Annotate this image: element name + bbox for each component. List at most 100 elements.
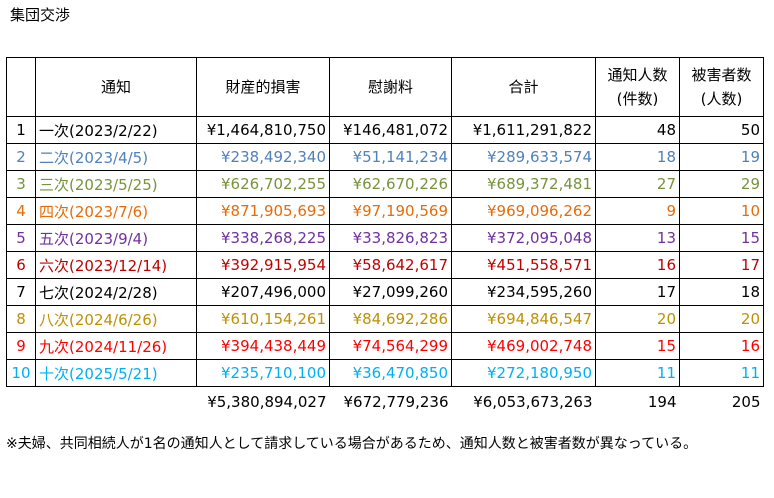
table-row: 2 二次(2023/4/5) ¥238,492,340 ¥51,141,234 … bbox=[6, 143, 764, 171]
row-victims: 29 bbox=[679, 170, 764, 198]
row-notifiers: 20 bbox=[595, 305, 680, 333]
row-notifiers: 17 bbox=[595, 278, 680, 306]
header-victims-line2: (人数) bbox=[700, 90, 743, 108]
row-property: ¥871,905,693 bbox=[196, 197, 330, 225]
row-victims: 10 bbox=[679, 197, 764, 225]
row-victims: 50 bbox=[679, 116, 764, 144]
row-total: ¥689,372,481 bbox=[451, 170, 596, 198]
header-property-damage: 財産的損害 bbox=[196, 57, 330, 117]
row-notifiers: 48 bbox=[595, 116, 680, 144]
row-total: ¥289,633,574 bbox=[451, 143, 596, 171]
row-total: ¥1,611,291,822 bbox=[451, 116, 596, 144]
row-property: ¥394,438,449 bbox=[196, 332, 330, 360]
settlement-table: 通知 財産的損害 慰謝料 合計 通知人数 (件数) 被害者数 (人数) 1 一次… bbox=[6, 57, 764, 416]
row-index: 1 bbox=[6, 116, 36, 144]
table-row: 8 八次(2024/6/26) ¥610,154,261 ¥84,692,286… bbox=[6, 305, 764, 333]
row-notifiers: 13 bbox=[595, 224, 680, 252]
row-victims: 20 bbox=[679, 305, 764, 333]
row-notice: 九次(2024/11/26) bbox=[35, 332, 197, 360]
row-index: 6 bbox=[6, 251, 36, 279]
header-consolation: 慰謝料 bbox=[329, 57, 452, 117]
totals-consolation: ¥672,779,236 bbox=[343, 392, 449, 411]
row-notice: 十次(2025/5/21) bbox=[35, 359, 197, 387]
row-property: ¥238,492,340 bbox=[196, 143, 330, 171]
row-total: ¥451,558,571 bbox=[451, 251, 596, 279]
row-notifiers: 18 bbox=[595, 143, 680, 171]
table-row: 3 三次(2023/5/25) ¥626,702,255 ¥62,670,226… bbox=[6, 170, 764, 198]
row-consolation: ¥33,826,823 bbox=[329, 224, 452, 252]
table-row: 10 十次(2025/5/21) ¥235,710,100 ¥36,470,85… bbox=[6, 359, 764, 387]
row-property: ¥610,154,261 bbox=[196, 305, 330, 333]
totals-index bbox=[7, 387, 36, 417]
table-row: 6 六次(2023/12/14) ¥392,915,954 ¥58,642,61… bbox=[6, 251, 764, 279]
row-index: 10 bbox=[6, 359, 36, 387]
header-row: 通知 財産的損害 慰謝料 合計 通知人数 (件数) 被害者数 (人数) bbox=[6, 57, 764, 117]
row-notice: 一次(2023/2/22) bbox=[35, 116, 197, 144]
header-victims: 被害者数 (人数) bbox=[679, 57, 764, 117]
row-victims: 16 bbox=[679, 332, 764, 360]
row-property: ¥207,496,000 bbox=[196, 278, 330, 306]
row-victims: 11 bbox=[679, 359, 764, 387]
table-row: 1 一次(2023/2/22) ¥1,464,810,750 ¥146,481,… bbox=[6, 116, 764, 144]
row-index: 2 bbox=[6, 143, 36, 171]
row-consolation: ¥84,692,286 bbox=[329, 305, 452, 333]
table-row: 9 九次(2024/11/26) ¥394,438,449 ¥74,564,29… bbox=[6, 332, 764, 360]
header-notifiers-line1: 通知人数 bbox=[607, 66, 668, 84]
table-row: 5 五次(2023/9/4) ¥338,268,225 ¥33,826,823 … bbox=[6, 224, 764, 252]
row-victims: 17 bbox=[679, 251, 764, 279]
row-notifiers: 15 bbox=[595, 332, 680, 360]
totals-property: ¥5,380,894,027 bbox=[207, 392, 327, 411]
row-notice: 六次(2023/12/14) bbox=[35, 251, 197, 279]
table-row: 4 四次(2023/7/6) ¥871,905,693 ¥97,190,569 … bbox=[6, 197, 764, 225]
totals-total: ¥6,053,673,263 bbox=[473, 392, 593, 411]
row-property: ¥338,268,225 bbox=[196, 224, 330, 252]
row-victims: 18 bbox=[679, 278, 764, 306]
totals-notice bbox=[36, 387, 197, 417]
table-row: 7 七次(2024/2/28) ¥207,496,000 ¥27,099,260… bbox=[6, 278, 764, 306]
row-consolation: ¥97,190,569 bbox=[329, 197, 452, 225]
row-notice: 七次(2024/2/28) bbox=[35, 278, 197, 306]
row-consolation: ¥58,642,617 bbox=[329, 251, 452, 279]
row-total: ¥469,002,748 bbox=[451, 332, 596, 360]
row-notice: 五次(2023/9/4) bbox=[35, 224, 197, 252]
header-victims-line1: 被害者数 bbox=[691, 66, 752, 84]
row-consolation: ¥36,470,850 bbox=[329, 359, 452, 387]
row-consolation: ¥146,481,072 bbox=[329, 116, 452, 144]
row-notifiers: 11 bbox=[595, 359, 680, 387]
row-notice: 三次(2023/5/25) bbox=[35, 170, 197, 198]
row-notifiers: 9 bbox=[595, 197, 680, 225]
row-victims: 19 bbox=[679, 143, 764, 171]
row-index: 5 bbox=[6, 224, 36, 252]
row-property: ¥1,464,810,750 bbox=[196, 116, 330, 144]
footnote: ※夫婦、共同相続人が1名の通知人として請求している場合があるため、通知人数と被害… bbox=[6, 436, 698, 452]
row-total: ¥234,595,260 bbox=[451, 278, 596, 306]
row-index: 3 bbox=[6, 170, 36, 198]
totals-notifiers: 194 bbox=[647, 392, 677, 411]
row-total: ¥372,095,048 bbox=[451, 224, 596, 252]
row-index: 8 bbox=[6, 305, 36, 333]
row-property: ¥392,915,954 bbox=[196, 251, 330, 279]
header-notifiers: 通知人数 (件数) bbox=[595, 57, 680, 117]
row-consolation: ¥74,564,299 bbox=[329, 332, 452, 360]
row-property: ¥235,710,100 bbox=[196, 359, 330, 387]
row-index: 9 bbox=[6, 332, 36, 360]
row-notifiers: 16 bbox=[595, 251, 680, 279]
row-consolation: ¥27,099,260 bbox=[329, 278, 452, 306]
row-index: 7 bbox=[6, 278, 36, 306]
row-notifiers: 27 bbox=[595, 170, 680, 198]
row-property: ¥626,702,255 bbox=[196, 170, 330, 198]
row-total: ¥969,096,262 bbox=[451, 197, 596, 225]
row-notice: 二次(2023/4/5) bbox=[35, 143, 197, 171]
row-index: 4 bbox=[6, 197, 36, 225]
row-consolation: ¥62,670,226 bbox=[329, 170, 452, 198]
totals-row: ¥5,380,894,027 ¥672,779,236 ¥6,053,673,2… bbox=[7, 387, 764, 417]
row-notice: 四次(2023/7/6) bbox=[35, 197, 197, 225]
totals-victims: 205 bbox=[731, 392, 761, 411]
header-index bbox=[6, 57, 36, 117]
header-notifiers-line2: (件数) bbox=[616, 90, 659, 108]
row-total: ¥694,846,547 bbox=[451, 305, 596, 333]
row-notice: 八次(2024/6/26) bbox=[35, 305, 197, 333]
row-total: ¥272,180,950 bbox=[451, 359, 596, 387]
header-total: 合計 bbox=[451, 57, 596, 117]
row-victims: 15 bbox=[679, 224, 764, 252]
